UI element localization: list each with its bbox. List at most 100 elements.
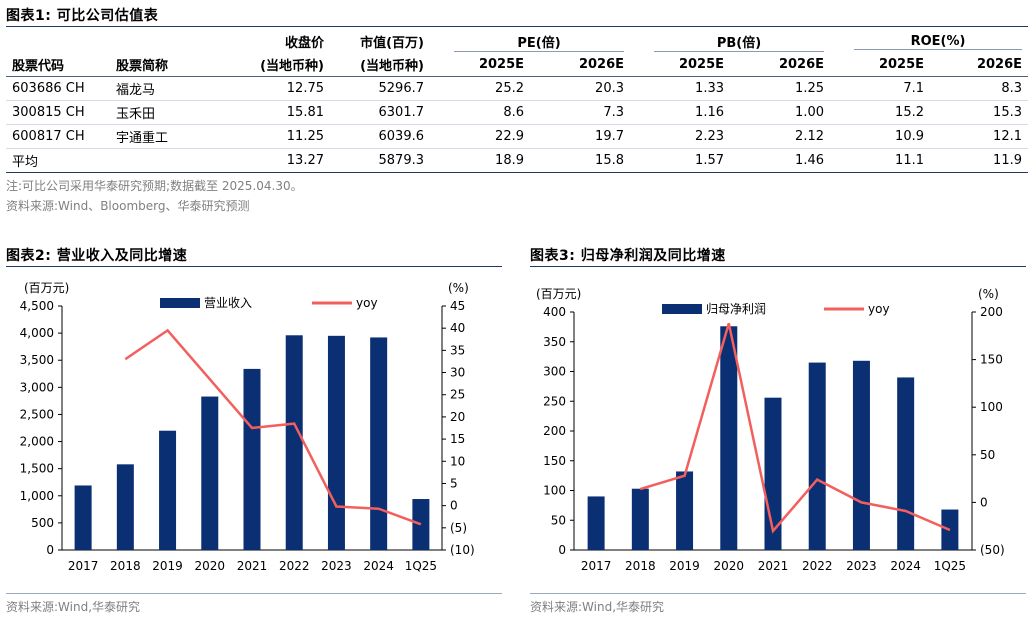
header-roe-2025: 2025E (830, 53, 930, 77)
header-row-top: 收盘价 市值(百万) PE(倍) PB(倍) ROE(%) (6, 30, 1028, 53)
cell-close: 12.75 (220, 76, 330, 101)
cell-pb2: 1.25 (730, 76, 830, 101)
y-tick-label: 150 (543, 454, 566, 468)
revenue-chart: (百万元) (%) 0 500 1,000 1,500 2,000 2,500 3,000 3,5… (20, 281, 475, 573)
header-pb-2025: 2025E (630, 53, 730, 77)
header-roe: ROE(%) (854, 34, 1022, 50)
legend-line-label: yoy (868, 302, 890, 316)
y-axis-unit-label: (百万元) (24, 281, 69, 295)
cell-pb2: 1.46 (730, 148, 830, 173)
legend-bar-swatch (662, 304, 702, 314)
bar-2018 (631, 488, 649, 550)
header-roe-2026: 2026E (930, 53, 1028, 77)
bar-2024 (897, 377, 915, 550)
bar-2023 (327, 335, 345, 550)
table-row: 300815 CH 玉禾田 15.81 6301.7 8.6 7.3 1.16 … (6, 100, 1028, 125)
y2-tick-label: 25 (450, 388, 465, 402)
y-tick-label: 1,000 (20, 489, 54, 503)
y-tick-label: 50 (551, 513, 566, 527)
chart3-bottom-rule (530, 593, 1026, 594)
x-tick-label: 2020 (195, 559, 226, 573)
y2-tick-label: 50 (980, 448, 995, 462)
y-tick-label: 2,500 (20, 407, 54, 421)
cell-pb2: 1.00 (730, 100, 830, 125)
x-tick-label: 2019 (669, 559, 700, 573)
cell-pe1: 22.9 (430, 124, 530, 149)
cell-pe1: 25.2 (430, 76, 530, 101)
header-close-top: 收盘价 (284, 36, 324, 51)
legend-bar-swatch (160, 298, 200, 308)
y-tick-label: 500 (31, 516, 54, 530)
y2-tick-label: (50) (980, 543, 1005, 557)
cell-pe1: 8.6 (430, 100, 530, 125)
cell-name: 玉禾田 (110, 100, 220, 125)
cell-roe2: 15.3 (930, 100, 1028, 125)
y2-tick-label: 0 (450, 499, 458, 513)
cell-pb1: 1.16 (630, 100, 730, 125)
chart2-top-rule (6, 266, 502, 267)
y-tick-label: 4,500 (20, 299, 54, 313)
y-tick-label: 200 (543, 424, 566, 438)
cell-code: 603686 CH (6, 76, 110, 101)
bar-2017 (74, 485, 92, 550)
legend-bar-label: 归母净利润 (706, 302, 766, 316)
cell-mcap: 6301.7 (330, 100, 430, 125)
y-tick-label: 100 (543, 484, 566, 498)
chart2-source: 资料来源:Wind,华泰研究 (6, 600, 141, 614)
cell-close: 11.25 (220, 124, 330, 149)
y-tick-label: 0 (46, 543, 54, 557)
table-row: 600817 CH 宇通重工 11.25 6039.6 22.9 19.7 2.… (6, 124, 1028, 149)
bar-2021 (243, 368, 261, 550)
table1-top-rule (6, 26, 1028, 27)
chart2-bottom-rule (6, 593, 502, 594)
cell-pe2: 20.3 (530, 76, 630, 101)
x-tick-label: 1Q25 (405, 559, 437, 573)
y2-tick-label: 5 (450, 476, 458, 490)
y-tick-label: 3,500 (20, 353, 54, 367)
y2-tick-label: 200 (980, 305, 1003, 319)
bar-2023 (852, 360, 870, 550)
cell-name (110, 148, 220, 173)
bar-2020 (201, 396, 219, 550)
cell-mcap: 5879.3 (330, 148, 430, 173)
y-tick-label: 1,500 (20, 462, 54, 476)
y2-tick-label: 35 (450, 343, 465, 357)
x-tick-label: 2023 (321, 559, 352, 573)
x-tick-label: 2024 (890, 559, 921, 573)
table-row: 603686 CH 福龙马 12.75 5296.7 25.2 20.3 1.3… (6, 76, 1028, 101)
y2-tick-label: 100 (980, 400, 1003, 414)
x-tick-label: 2018 (625, 559, 656, 573)
header-pb: PB(倍) (654, 32, 824, 52)
x-tick-label: 2021 (237, 559, 268, 573)
cell-roe1: 15.2 (830, 100, 930, 125)
y2-tick-label: 30 (450, 366, 465, 380)
y2-tick-label: 40 (450, 321, 465, 335)
cell-roe1: 10.9 (830, 124, 930, 149)
chart3-top-rule (530, 266, 1026, 267)
yoy-line (639, 323, 951, 534)
cell-pb2: 2.12 (730, 124, 830, 149)
y-tick-label: 3,000 (20, 380, 54, 394)
bar-1Q25 (412, 499, 430, 550)
y2-tick-label: 15 (450, 432, 465, 446)
bar-2019 (159, 430, 177, 550)
cell-name: 福龙马 (110, 76, 220, 101)
y-tick-label: 400 (543, 305, 566, 319)
x-tick-label: 2022 (279, 559, 310, 573)
cell-code: 300815 CH (6, 100, 110, 125)
cell-roe2: 12.1 (930, 124, 1028, 149)
x-tick-label: 2020 (714, 559, 745, 573)
x-tick-label: 2024 (363, 559, 394, 573)
table1-source: 资料来源:Wind、Bloomberg、华泰研究预测 (6, 199, 250, 213)
cell-name: 宇通重工 (110, 124, 220, 149)
cell-pe2: 7.3 (530, 100, 630, 125)
x-tick-label: 2023 (846, 559, 877, 573)
cell-code: 平均 (6, 148, 110, 173)
header-name: 股票简称 (110, 53, 220, 77)
chart3-source: 资料来源:Wind,华泰研究 (530, 600, 665, 614)
header-pb-2026: 2026E (730, 53, 830, 77)
x-tick-label: 2018 (110, 559, 141, 573)
header-pe: PE(倍) (454, 32, 624, 52)
header-pe-2026: 2026E (530, 53, 630, 77)
cell-pb1: 1.57 (630, 148, 730, 173)
